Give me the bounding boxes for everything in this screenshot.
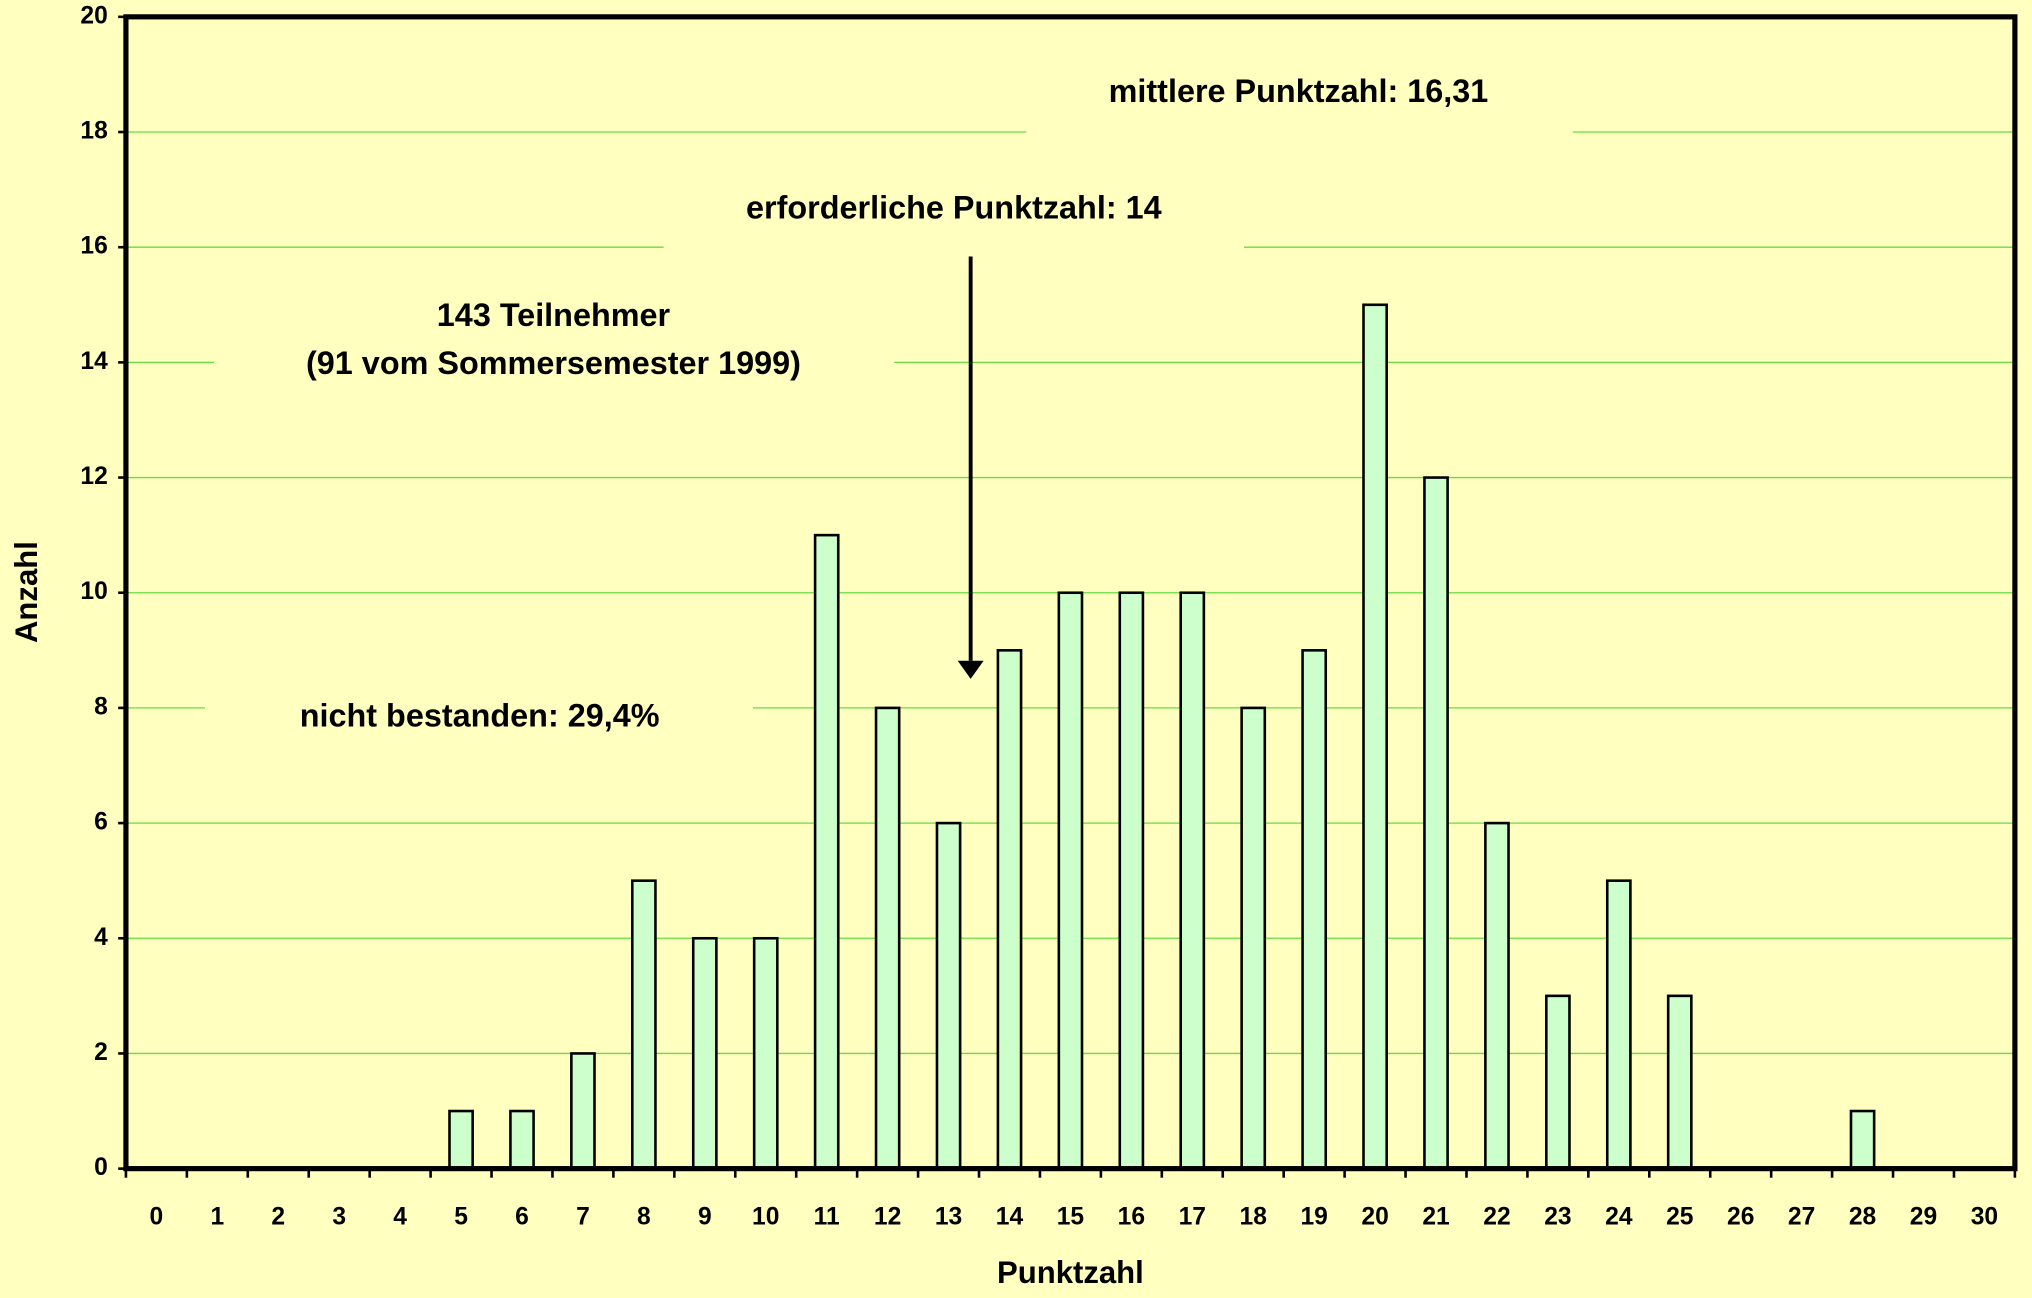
- x-tick-label: 28: [1849, 1203, 1876, 1230]
- bars: [448, 303, 1876, 1170]
- bar: [1666, 994, 1693, 1170]
- x-tick-label: 6: [515, 1203, 529, 1230]
- annotation-bg: [204, 686, 753, 749]
- x-tick-label: 0: [150, 1203, 164, 1230]
- bar: [1179, 591, 1206, 1170]
- bar: [570, 1052, 596, 1170]
- bar: [509, 1109, 535, 1170]
- y-tick-label: 6: [94, 809, 108, 836]
- bar: [1057, 591, 1084, 1170]
- bar: [1362, 303, 1388, 1170]
- x-tick-label: 17: [1179, 1203, 1206, 1230]
- x-tick-label: 2: [271, 1203, 285, 1230]
- y-tick-label: 14: [80, 348, 108, 375]
- x-tick-label: 16: [1118, 1203, 1145, 1230]
- x-tick-label: 25: [1666, 1203, 1693, 1230]
- y-tick-label: 8: [94, 693, 108, 720]
- x-tick-label: 21: [1422, 1203, 1449, 1230]
- annotation: erforderliche Punktzahl: 14: [746, 189, 1162, 225]
- x-tick-label: 13: [935, 1203, 962, 1230]
- annotation: (91 vom Sommersemester 1999): [306, 345, 801, 381]
- x-tick-label: 4: [393, 1203, 407, 1230]
- annotation: 143 Teilnehmer: [437, 297, 671, 333]
- bar: [996, 649, 1023, 1170]
- x-tick-label: 11: [814, 1203, 840, 1230]
- annotation: nicht bestanden: 29,4%: [300, 697, 660, 733]
- x-tick-label: 1: [210, 1203, 224, 1230]
- x-tick-label: 8: [637, 1203, 651, 1230]
- x-tick-label: 27: [1788, 1203, 1815, 1230]
- annotation-bg: [663, 181, 1245, 265]
- x-tick-label: 19: [1300, 1203, 1327, 1230]
- x-axis-label: Punktzahl: [997, 1255, 1144, 1290]
- bar: [1423, 476, 1449, 1170]
- y-axis-label: Anzahl: [9, 541, 44, 643]
- x-tick-label: 5: [454, 1203, 468, 1230]
- annotations: mittlere Punktzahl: 16,31 erforderliche …: [204, 62, 1574, 749]
- bar: [1301, 649, 1328, 1170]
- bar: [1240, 706, 1267, 1170]
- y-tick-label: 0: [94, 1154, 108, 1181]
- x-tick-label: 29: [1910, 1203, 1937, 1230]
- annotation-bg: [214, 287, 895, 394]
- x-tick-label: 20: [1361, 1203, 1388, 1230]
- bar: [1605, 879, 1632, 1170]
- y-tick-label: 12: [80, 463, 107, 490]
- bar: [448, 1109, 474, 1170]
- bar: [1849, 1109, 1876, 1170]
- bar: [813, 533, 840, 1170]
- y-tick-label: 10: [80, 578, 107, 605]
- bar: [630, 879, 657, 1170]
- bar: [691, 936, 718, 1170]
- x-tick-label: 18: [1240, 1203, 1267, 1230]
- x-tick-label: 9: [698, 1203, 712, 1230]
- x-tick-label: 10: [752, 1203, 779, 1230]
- x-tick-label: 22: [1483, 1203, 1510, 1230]
- y-tick-label: 16: [80, 233, 107, 260]
- bar: [1545, 994, 1571, 1170]
- x-tick-label: 3: [332, 1203, 346, 1230]
- x-tick-label: 14: [996, 1203, 1024, 1230]
- bar: [935, 821, 962, 1170]
- x-tick-label: 30: [1971, 1203, 1998, 1230]
- bar: [1484, 821, 1510, 1170]
- y-tick-label: 20: [80, 2, 107, 29]
- y-tick-label: 18: [80, 118, 107, 145]
- annotation: mittlere Punktzahl: 16,31: [1109, 73, 1489, 109]
- arrow-head: [957, 660, 984, 679]
- bar: [752, 936, 779, 1170]
- x-tick-label: 24: [1605, 1203, 1633, 1230]
- x-tick-label: 15: [1057, 1203, 1084, 1230]
- x-tick-label: 12: [874, 1203, 901, 1230]
- x-tick-label: 7: [576, 1203, 590, 1230]
- x-tick-label: 23: [1544, 1203, 1571, 1230]
- x-tick-label: 26: [1727, 1203, 1754, 1230]
- annotation-bg: [1026, 62, 1574, 146]
- bar: [1118, 591, 1145, 1170]
- bar: [874, 706, 901, 1170]
- y-tick-label: 2: [94, 1039, 108, 1066]
- y-tick-label: 4: [94, 924, 108, 951]
